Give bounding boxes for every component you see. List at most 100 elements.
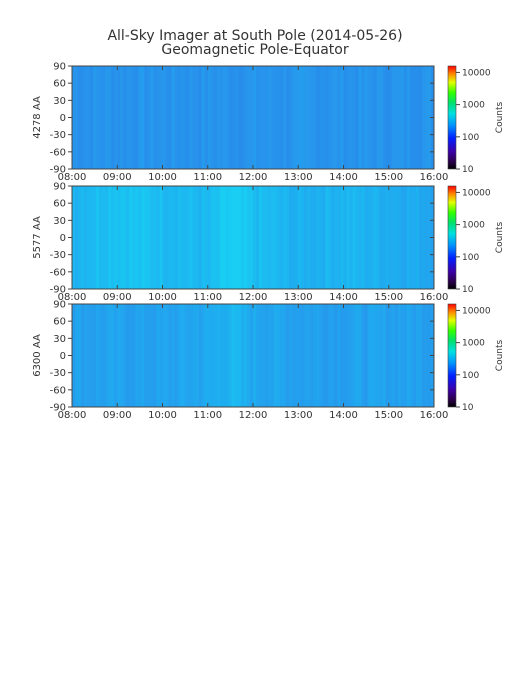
heatmap-column [234,304,239,407]
heatmap-column [198,304,203,407]
heatmap-column [277,66,281,169]
y-tick-label: -60 [50,385,66,396]
heatmap-column [304,186,308,289]
heatmap-column [81,66,85,169]
heatmap-column [301,66,305,169]
heatmap-column [204,304,209,407]
heatmap-column [325,186,329,289]
y-tick-label: 90 [53,300,66,311]
heatmap-columns [72,186,435,289]
heatmap-column [183,304,188,407]
heatmap-column [231,66,236,169]
x-tick-label: 10:00 [148,172,177,183]
heatmap-column [186,186,191,289]
heatmap-column [409,186,414,289]
heatmap-column [343,186,347,289]
heatmap-column [328,304,332,407]
heatmap-column [159,186,163,289]
heatmap-column [379,186,384,289]
heatmap-column [412,304,417,407]
y-tick-label: -60 [50,267,66,278]
heatmap-column [120,304,124,407]
heatmap-column [259,304,263,407]
heatmap-column [256,66,260,169]
heatmap-column [265,66,269,169]
heatmap-column [99,186,103,289]
heatmap-column [198,66,203,169]
colorbar-tick-label: 10 [462,285,474,295]
heatmap-column [409,304,414,407]
heatmap-column [400,304,405,407]
heatmap-column [322,186,326,289]
panel-6300: 90 60 30 0 -30 -60 -90 08:00 09:00 10:00 11:00 12:… [32,300,505,422]
heatmap-column [334,66,338,169]
x-tick-label: 16:00 [420,410,449,421]
heatmap-column [219,186,224,289]
heatmap-column [340,186,344,289]
heatmap-column [249,186,254,289]
heatmap-column [394,186,399,289]
heatmap-column [385,66,390,169]
heatmap-column [376,66,381,169]
heatmap-column [180,186,185,289]
heatmap-column [361,66,366,169]
heatmap-column [331,66,335,169]
heatmap-column [328,186,332,289]
heatmap-column [370,304,375,407]
heatmap-column [87,304,91,407]
heatmap-column [421,304,426,407]
heatmap-column [123,66,127,169]
heatmap-column [283,186,287,289]
heatmap-column [210,66,215,169]
heatmap-column [319,66,323,169]
heatmap-column [319,304,323,407]
x-tick-label: 15:00 [374,410,403,421]
heatmap-column [186,304,191,407]
heatmap-column [222,186,227,289]
heatmap-column [400,186,405,289]
heatmap-column [409,66,414,169]
heatmap-column [93,66,97,169]
figure-title: All-Sky Imager at South Pole (2014-05-26… [107,28,402,44]
y-tick-label: 90 [53,62,66,73]
heatmap-column [141,66,145,169]
heatmap-column [75,304,79,407]
heatmap-column [156,304,160,407]
heatmap-column [310,304,314,407]
heatmap-columns [72,66,435,169]
colorbar-tick-label: 100 [462,253,479,263]
heatmap-column [135,186,139,289]
heatmap-column [105,186,109,289]
colorbar-ticks: 10000 1000 100 10 [456,306,491,413]
heatmap-column [367,304,372,407]
heatmap-column [268,66,272,169]
y-tick-label: 60 [53,79,66,90]
heatmap-column [412,66,417,169]
heatmap-column [249,304,254,407]
heatmap-column [274,186,278,289]
heatmap-column [412,186,417,289]
heatmap-column [286,304,290,407]
heatmap-column [222,66,227,169]
heatmap-column [240,186,245,289]
y-tick-label: 60 [53,199,66,210]
heatmap-column [108,186,112,289]
panel-5577: 90 60 30 0 -30 -60 -90 08:00 09:00 10:00 11:00 12:… [32,182,505,304]
heatmap-column [75,66,79,169]
heatmap-column [213,66,218,169]
heatmap-column [141,304,145,407]
heatmap-column [310,66,314,169]
colorbar-tick-label: 10 [462,403,474,413]
heatmap-column [120,66,124,169]
heatmap-column [132,66,136,169]
heatmap-column [177,66,181,169]
heatmap-column [216,66,221,169]
heatmap-column [265,304,269,407]
heatmap-column [189,304,194,407]
heatmap-column [403,66,408,169]
heatmap-column [373,186,378,289]
heatmap-column [144,66,148,169]
heatmap-column [111,186,115,289]
heatmap-column [394,66,399,169]
heatmap-column [189,186,194,289]
